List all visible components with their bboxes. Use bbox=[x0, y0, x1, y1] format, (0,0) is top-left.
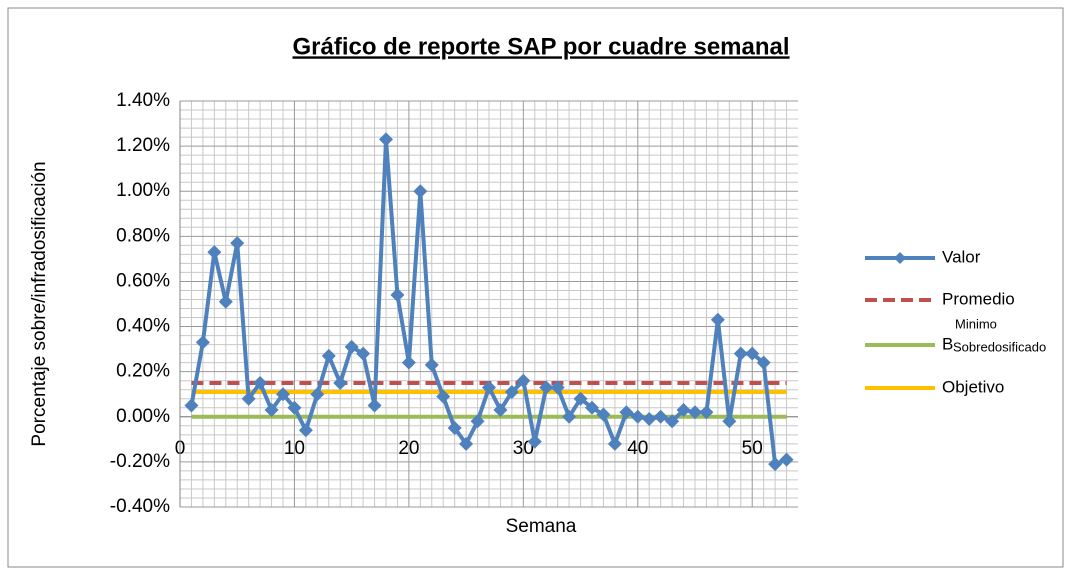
point-marker bbox=[733, 346, 748, 361]
point-marker bbox=[630, 409, 645, 424]
point-marker bbox=[550, 380, 565, 395]
point-marker bbox=[424, 357, 439, 372]
x-tick-label: 30 bbox=[513, 438, 534, 459]
legend-label-sub: Sobredosificado bbox=[953, 339, 1046, 354]
point-marker bbox=[585, 400, 599, 415]
x-axis-label: Semana bbox=[506, 516, 577, 537]
point-marker bbox=[642, 412, 657, 427]
point-marker bbox=[413, 184, 428, 199]
point-marker bbox=[298, 423, 313, 438]
point-marker bbox=[596, 407, 611, 422]
legend-label: Valor bbox=[942, 247, 981, 266]
point-marker bbox=[230, 236, 245, 251]
point-marker bbox=[436, 389, 451, 404]
y-tick-label: -0.20% bbox=[110, 451, 170, 472]
point-marker bbox=[688, 405, 702, 420]
y-tick-label: 1.00% bbox=[116, 180, 170, 201]
point-marker bbox=[562, 409, 577, 424]
point-marker bbox=[264, 403, 279, 418]
y-tick-label: 1.20% bbox=[116, 135, 170, 156]
point-marker bbox=[459, 436, 474, 451]
point-marker bbox=[527, 434, 542, 449]
legend-label: Objetivo bbox=[942, 377, 1004, 396]
x-tick-label: 20 bbox=[398, 438, 419, 459]
point-marker bbox=[218, 294, 233, 309]
point-marker bbox=[665, 414, 680, 429]
legend-label: B bbox=[942, 334, 953, 353]
point-marker bbox=[344, 339, 359, 354]
y-tick-label: 0.80% bbox=[116, 225, 170, 246]
point-marker bbox=[539, 380, 554, 395]
point-marker bbox=[482, 380, 496, 395]
legend-label-sup: Minimo bbox=[955, 316, 997, 331]
point-marker bbox=[619, 405, 634, 420]
point-marker bbox=[573, 391, 588, 406]
point-marker bbox=[333, 375, 348, 390]
y-axis-label: Porcentaje sobre/infradosificación bbox=[29, 161, 50, 446]
y-tick-label: 0.60% bbox=[116, 270, 170, 291]
point-marker bbox=[276, 387, 290, 402]
x-tick-label: 10 bbox=[284, 438, 305, 459]
point-marker bbox=[470, 414, 485, 429]
point-marker bbox=[207, 245, 222, 260]
point-marker bbox=[241, 391, 256, 406]
point-marker bbox=[390, 287, 405, 302]
point-marker bbox=[745, 346, 760, 361]
point-marker bbox=[310, 387, 325, 402]
point-marker bbox=[447, 421, 462, 436]
point-marker bbox=[253, 375, 268, 390]
point-marker bbox=[607, 436, 622, 451]
point-marker bbox=[768, 457, 783, 472]
point-marker bbox=[379, 132, 393, 147]
point-marker bbox=[367, 398, 382, 413]
legend-label: Promedio bbox=[942, 289, 1015, 308]
legend-marker bbox=[894, 252, 906, 264]
point-marker bbox=[722, 414, 737, 429]
point-marker bbox=[287, 400, 302, 415]
point-marker bbox=[195, 335, 210, 350]
point-marker bbox=[779, 452, 794, 467]
point-marker bbox=[699, 405, 714, 420]
x-tick-label: 40 bbox=[627, 438, 648, 459]
x-tick-label: 50 bbox=[742, 438, 763, 459]
chart-title: Gráfico de reporte SAP por cuadre semana… bbox=[292, 33, 789, 60]
point-marker bbox=[493, 403, 508, 418]
point-marker bbox=[676, 403, 691, 418]
y-tick-label: 0.00% bbox=[116, 406, 170, 427]
y-tick-label: 1.40% bbox=[116, 90, 170, 111]
point-marker bbox=[756, 355, 771, 370]
y-tick-label: 0.40% bbox=[116, 316, 170, 337]
point-marker bbox=[504, 384, 519, 399]
y-tick-label: -0.40% bbox=[110, 496, 170, 517]
point-marker bbox=[401, 355, 416, 370]
point-marker bbox=[321, 348, 336, 363]
point-marker bbox=[184, 398, 199, 413]
point-marker bbox=[356, 346, 371, 361]
point-marker bbox=[710, 312, 725, 327]
y-tick-label: 0.20% bbox=[116, 361, 170, 382]
point-marker bbox=[516, 373, 531, 388]
point-marker bbox=[653, 409, 668, 424]
